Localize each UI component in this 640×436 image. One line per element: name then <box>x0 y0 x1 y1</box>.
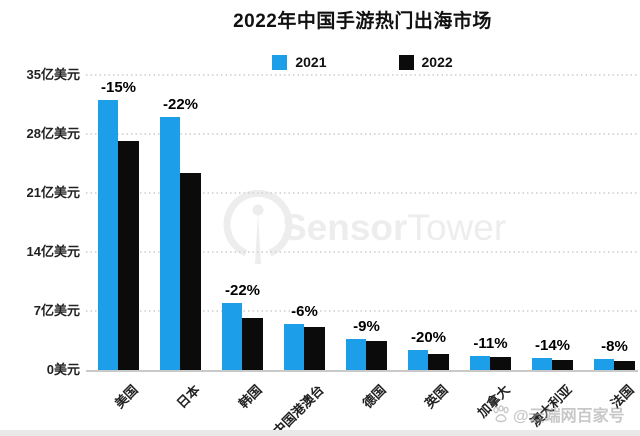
baijiahao-watermark-text: @云端网百家号 <box>513 408 625 425</box>
bar-2021-英国 <box>408 349 428 370</box>
bar-2022-英国 <box>428 353 449 370</box>
bar-2021-法国 <box>594 359 614 370</box>
legend-label-2021: 2021 <box>295 54 327 70</box>
y-tick-label-0: 0美元 <box>46 362 80 377</box>
pct-change-label-美国: -15% <box>100 79 137 97</box>
pct-change-label-加拿大: -11% <box>473 334 508 352</box>
bottom-strip <box>0 430 640 436</box>
x-tick-label-美国: 美国 <box>112 382 142 412</box>
bar-2022-日本 <box>180 172 201 370</box>
legend: 2021 2022 <box>85 52 640 72</box>
bar-2021-德国 <box>346 338 366 370</box>
gridline-14 <box>86 251 638 253</box>
y-tick-label-21: 21亿美元 <box>26 185 80 200</box>
bar-2021-日本 <box>160 117 180 370</box>
bar-2021-加拿大 <box>470 355 490 370</box>
x-tick-label-日本: 日本 <box>174 382 204 412</box>
x-axis-line <box>86 370 638 372</box>
pct-change-label-德国: -9% <box>353 317 380 335</box>
bar-2022-美国 <box>118 140 139 370</box>
bar-2021-美国 <box>98 100 118 370</box>
pct-change-label-中国港澳台: -6% <box>291 303 318 321</box>
gridline-35 <box>86 74 638 76</box>
legend-item-2021: 2021 <box>272 54 327 70</box>
baijiahao-watermark: @云端网百家号 <box>492 402 625 426</box>
bar-2022-德国 <box>366 341 387 370</box>
bar-2021-澳大利亚 <box>532 358 552 370</box>
y-tick-label-14: 14亿美元 <box>26 244 80 259</box>
x-tick-label-英国: 英国 <box>422 382 452 412</box>
gridline-21 <box>86 192 638 194</box>
bar-2021-韩国 <box>222 302 242 370</box>
pct-change-label-澳大利亚: -14% <box>534 337 571 355</box>
y-tick-label-35: 35亿美元 <box>26 67 80 82</box>
x-tick-label-韩国: 韩国 <box>236 382 266 412</box>
bar-2022-澳大利亚 <box>552 359 573 370</box>
legend-label-2022: 2022 <box>421 54 453 70</box>
gridline-7 <box>86 310 638 312</box>
bar-2022-中国港澳台 <box>304 327 325 370</box>
chart-title: 2022年中国手游热门出海市场 <box>233 11 492 32</box>
legend-swatch-2021 <box>272 54 288 70</box>
legend-swatch-2022 <box>398 54 414 70</box>
bar-2022-加拿大 <box>490 357 511 370</box>
bar-2022-法国 <box>614 360 635 370</box>
gridline-28 <box>86 133 638 135</box>
pct-change-label-韩国: -22% <box>224 281 261 299</box>
pct-change-label-英国: -20% <box>410 328 447 346</box>
pct-change-label-日本: -22% <box>162 96 199 114</box>
y-tick-label-28: 28亿美元 <box>26 126 80 141</box>
x-tick-label-德国: 德国 <box>360 382 390 412</box>
x-tick-label-中国港澳台: 中国港澳台 <box>270 382 328 436</box>
bar-2021-中国港澳台 <box>284 324 304 370</box>
y-tick-label-7: 7亿美元 <box>33 303 80 318</box>
baidu-paw-icon <box>493 405 509 423</box>
pct-change-label-法国: -8% <box>601 338 628 356</box>
bar-2022-韩国 <box>242 317 263 370</box>
legend-item-2022: 2022 <box>398 54 453 70</box>
